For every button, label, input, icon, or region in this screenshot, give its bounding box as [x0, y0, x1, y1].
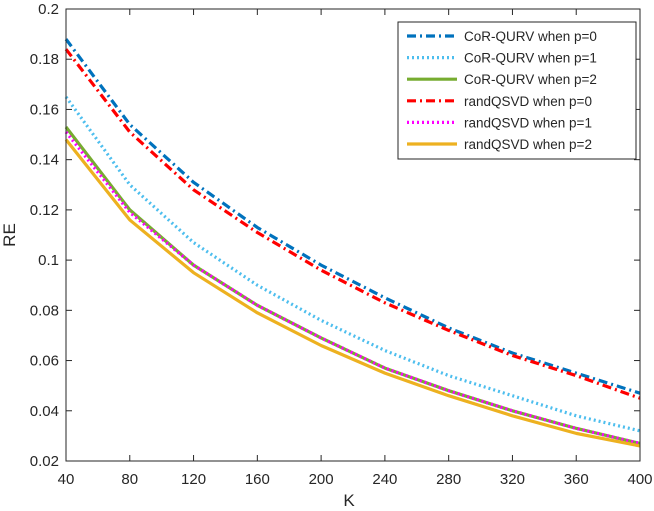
y-tick-label: 0.2 [38, 1, 59, 18]
x-tick-label: 400 [627, 471, 652, 488]
series-line-2 [64, 95, 641, 433]
legend-label: CoR-QURV when p=1 [464, 51, 597, 66]
series-line-4 [64, 48, 641, 400]
x-tick-label: 280 [436, 471, 461, 488]
y-tick-label: 0.14 [30, 152, 59, 169]
x-tick-label: 120 [181, 471, 206, 488]
legend-label: randQSVD when p=0 [464, 94, 592, 109]
series-layer [64, 38, 641, 448]
axes-box [65, 8, 641, 462]
legend-label: CoR-QURV when p=0 [464, 29, 597, 44]
y-tick-label: 0.12 [30, 202, 59, 219]
legend-label: CoR-QURV when p=2 [464, 72, 597, 87]
legend: CoR-QURV when p=0 CoR-QURV when p=1 CoR-QU… [397, 21, 637, 160]
x-axis-label: K [343, 491, 355, 510]
x-tick-label: 240 [372, 471, 397, 488]
x-tick-label: 200 [309, 471, 334, 488]
y-tick-label: 0.02 [30, 453, 59, 470]
y-tick-label: 0.06 [30, 353, 59, 370]
legend-label: randQSVD when p=1 [464, 115, 592, 130]
legend-box [397, 21, 637, 160]
y-tick-label: 0.1 [38, 252, 59, 269]
x-tick-label: 160 [245, 471, 270, 488]
series-line-1 [64, 38, 641, 395]
axes-layer: 40 80 120 160 200 240 280 320 360 400 0.02 0.04 0.06… [30, 1, 653, 488]
y-tick-label: 0.16 [30, 101, 59, 118]
y-tick-label: 0.18 [30, 51, 59, 68]
legend-label: randQSVD when p=2 [464, 137, 592, 152]
y-tick-label: 0.04 [30, 403, 59, 420]
series-line-5 [64, 131, 641, 445]
x-tick-label: 360 [564, 471, 589, 488]
y-tick-label: 0.08 [30, 302, 59, 319]
y-axis-label: RE [0, 223, 19, 247]
x-tick-label: 320 [500, 471, 525, 488]
series-line-6 [64, 138, 641, 448]
x-tick-label: 40 [58, 471, 75, 488]
x-tick-label: 80 [121, 471, 138, 488]
